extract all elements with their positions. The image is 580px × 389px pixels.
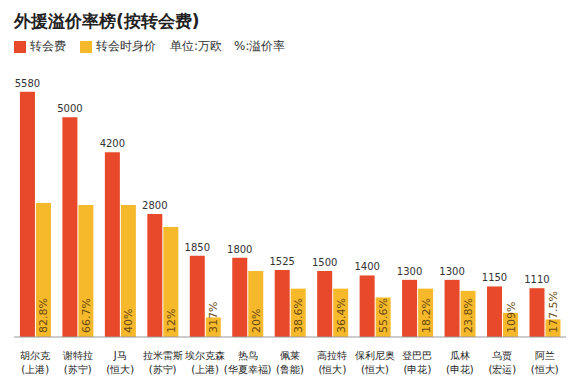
svg-text:拉米雷斯: 拉米雷斯 [143, 350, 183, 361]
svg-text:(恒大): (恒大) [319, 364, 347, 375]
svg-text:5000: 5000 [57, 103, 82, 114]
svg-text:(恒大): (恒大) [106, 364, 134, 375]
svg-text:瓜林: 瓜林 [450, 350, 470, 361]
svg-text:317%: 317% [207, 302, 220, 333]
svg-text:12%: 12% [165, 309, 178, 333]
svg-text:38.6%: 38.6% [292, 298, 305, 333]
svg-text:(华夏幸福): (华夏幸福) [224, 364, 272, 375]
html-text:转会时身价: 转会时身价 [96, 39, 156, 53]
html-text:外援溢价率榜(按转会费): 外援溢价率榜(按转会费) [14, 11, 200, 31]
svg-text:佩莱: 佩莱 [280, 350, 300, 361]
svg-text:(申花): (申花) [403, 364, 431, 375]
svg-text:5580: 5580 [15, 78, 40, 89]
html-text:单位:万欧: 单位:万欧 [170, 39, 222, 53]
svg-text:1800: 1800 [227, 244, 252, 255]
svg-text:谢特拉: 谢特拉 [63, 350, 93, 361]
svg-text:乌贾: 乌贾 [492, 350, 512, 361]
html-text:%:溢价率: %:溢价率 [234, 39, 286, 53]
svg-text:胡尔克: 胡尔克 [20, 350, 50, 361]
svg-text:阿兰: 阿兰 [535, 350, 555, 361]
svg-text:1300: 1300 [439, 266, 464, 277]
svg-text:1400: 1400 [354, 261, 379, 272]
html-text:转会费: 转会费 [30, 39, 66, 53]
svg-text:18.2%: 18.2% [420, 298, 433, 333]
svg-text:82.8%: 82.8% [37, 298, 50, 333]
svg-text:(宏运): (宏运) [488, 364, 516, 375]
svg-text:保利尼奥: 保利尼奥 [355, 350, 395, 361]
svg-text:(上港): (上港) [191, 364, 219, 375]
svg-text:1300: 1300 [397, 266, 422, 277]
svg-text:1525: 1525 [269, 256, 294, 267]
svg-text:(苏宁): (苏宁) [149, 364, 177, 375]
svg-text:(恒大): (恒大) [361, 364, 389, 375]
svg-text:1150: 1150 [482, 272, 507, 283]
svg-text:(上港): (上港) [21, 364, 49, 375]
svg-text:(苏宁): (苏宁) [64, 364, 92, 375]
svg-text:登巴巴: 登巴巴 [402, 350, 432, 361]
svg-text:177.5%: 177.5% [547, 291, 560, 333]
svg-text:(鲁能): (鲁能) [276, 364, 304, 375]
svg-text:1500: 1500 [312, 257, 337, 268]
svg-text:55.6%: 55.6% [377, 298, 390, 333]
svg-text:1850: 1850 [185, 242, 210, 253]
svg-text:2800: 2800 [142, 200, 167, 211]
svg-text:4200: 4200 [100, 138, 125, 149]
svg-text:(恒大): (恒大) [531, 364, 559, 375]
svg-text:1110: 1110 [524, 274, 549, 285]
svg-text:23.8%: 23.8% [462, 298, 475, 333]
svg-text:36.4%: 36.4% [335, 298, 348, 333]
svg-text:(申花): (申花) [446, 364, 474, 375]
svg-text:热鸟: 热鸟 [238, 350, 258, 361]
svg-text:高拉特: 高拉特 [317, 350, 347, 361]
svg-text:40%: 40% [122, 309, 135, 333]
svg-text:J马: J马 [113, 350, 127, 361]
svg-text:20%: 20% [250, 309, 263, 333]
svg-text:66.7%: 66.7% [80, 298, 93, 333]
svg-text:埃尔克森: 埃尔克森 [184, 350, 225, 361]
svg-text:109%: 109% [505, 302, 518, 333]
